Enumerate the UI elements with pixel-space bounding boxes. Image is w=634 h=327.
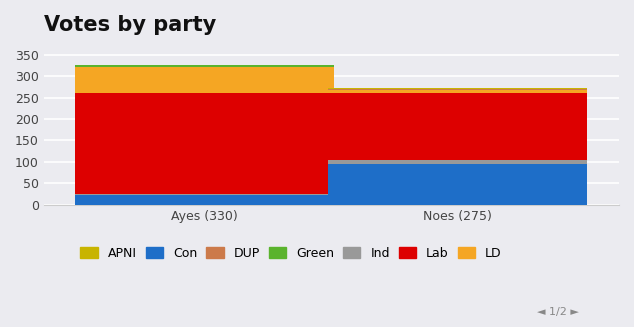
Text: ◄ 1/2 ►: ◄ 1/2 ► [537, 307, 579, 317]
Bar [328, 88, 587, 89]
Bar [328, 90, 587, 94]
Bar [328, 94, 587, 160]
Bar [328, 160, 587, 164]
Text: Votes by party: Votes by party [44, 15, 216, 35]
Legend: APNI, Con, DUP, Green, Ind, Lab, LD: APNI, Con, DUP, Green, Ind, Lab, LD [81, 247, 501, 260]
Bar [75, 93, 334, 194]
Bar [328, 164, 587, 205]
Bar [75, 194, 334, 195]
Bar [75, 67, 334, 93]
Bar [75, 65, 334, 67]
Bar [75, 195, 334, 205]
Bar [328, 89, 587, 90]
